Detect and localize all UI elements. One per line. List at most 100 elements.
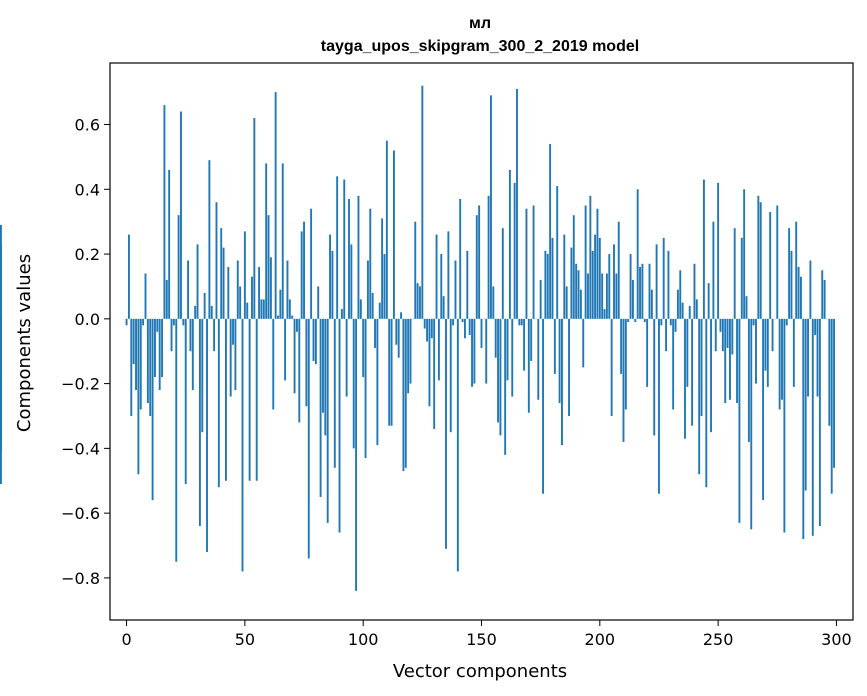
bar [324, 318, 327, 436]
bar [194, 305, 197, 319]
bar [797, 267, 800, 319]
bar [686, 318, 689, 387]
y-tick-label: 0.0 [75, 310, 100, 329]
bar [818, 318, 821, 527]
bar [523, 318, 526, 371]
x-axis-label: Vector components [393, 661, 567, 682]
bar [189, 318, 192, 352]
bar [790, 250, 793, 319]
bar [769, 211, 772, 319]
bar [151, 318, 154, 501]
bar [662, 237, 665, 319]
bar [459, 199, 462, 319]
bar [397, 318, 400, 358]
bar [473, 318, 476, 384]
bar [369, 208, 372, 319]
bar [272, 318, 275, 410]
bar [206, 318, 208, 552]
y-tick-label: 0.2 [75, 245, 100, 264]
bar [142, 318, 145, 326]
bar [449, 318, 452, 433]
bar [227, 267, 230, 319]
bar [487, 195, 490, 319]
bar [352, 318, 355, 449]
bar [530, 318, 533, 361]
bar [208, 160, 211, 319]
bar [766, 318, 769, 387]
bar [402, 318, 405, 472]
bar [653, 318, 656, 436]
bar [631, 279, 634, 319]
bar [679, 270, 682, 319]
bar [265, 163, 268, 319]
bar [648, 263, 651, 319]
bar [466, 250, 469, 319]
chart-title: мл [469, 15, 491, 32]
bar [809, 260, 812, 319]
bar [293, 318, 296, 394]
bar [776, 205, 779, 319]
bar [807, 318, 809, 397]
bar [814, 318, 817, 336]
bar [435, 234, 438, 319]
bar [414, 221, 417, 319]
bar [759, 202, 762, 319]
bar [764, 318, 767, 371]
bar [605, 273, 608, 319]
bar [156, 318, 159, 332]
bar [629, 254, 632, 319]
bar [762, 318, 765, 501]
bar [196, 244, 199, 319]
bar [371, 292, 374, 319]
bar [655, 244, 658, 319]
bar [255, 318, 258, 481]
bar [698, 318, 701, 475]
bar [229, 318, 232, 397]
bar [676, 289, 679, 319]
bar [210, 305, 213, 319]
x-tick-label: 50 [235, 630, 255, 649]
bar [757, 195, 760, 319]
chart-subtitle: tayga_upos_skipgram_300_2_2019 model [321, 38, 639, 55]
bar [563, 234, 566, 319]
bar [220, 228, 223, 319]
bar [542, 318, 544, 494]
bar [187, 260, 190, 319]
bar [527, 318, 530, 413]
bar [378, 302, 381, 319]
bar [364, 318, 367, 459]
bar [158, 318, 161, 391]
bar [175, 318, 178, 562]
x-axis-ticks: 0 50 100 150 200 250 300 [121, 620, 852, 649]
bar [733, 228, 736, 319]
bar [596, 208, 599, 319]
bar [726, 318, 729, 348]
bar [520, 318, 523, 326]
bar [511, 318, 514, 397]
bar [201, 318, 204, 433]
y-tick-label: 0.4 [75, 180, 100, 199]
bar [177, 215, 180, 319]
bar [203, 292, 206, 319]
bar [433, 318, 436, 429]
bar [565, 286, 568, 319]
bar [310, 208, 313, 319]
bar [350, 244, 353, 319]
bar [163, 105, 166, 319]
bar [650, 289, 653, 319]
bar [821, 270, 824, 319]
bar [393, 150, 395, 319]
bar [532, 205, 535, 319]
bar [288, 299, 291, 319]
bar [277, 315, 279, 319]
bar [468, 318, 471, 336]
bar [127, 234, 130, 319]
bar [572, 215, 575, 319]
bar [485, 318, 488, 384]
bar [816, 318, 819, 397]
bar [359, 299, 362, 319]
bar [579, 289, 582, 319]
bar [740, 237, 743, 319]
bar [539, 279, 542, 319]
bar [366, 260, 369, 319]
